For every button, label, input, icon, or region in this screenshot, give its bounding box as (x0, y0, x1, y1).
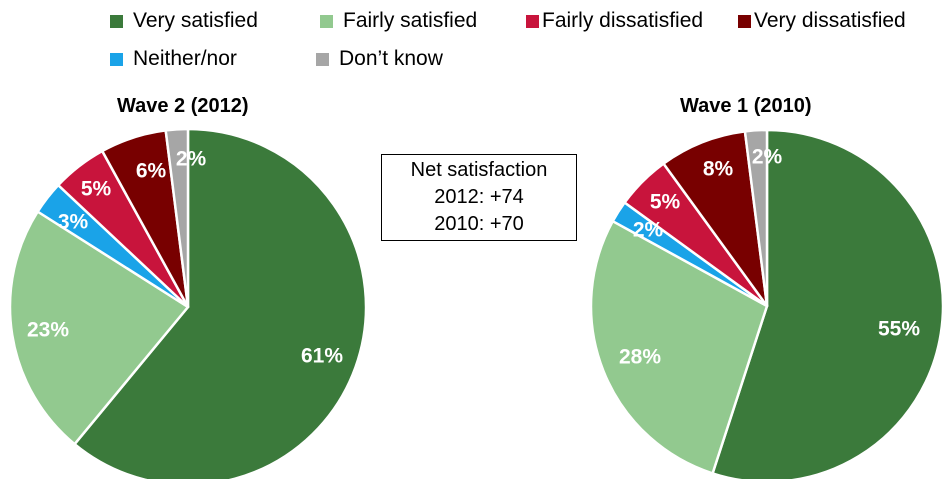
pie-title-wave-1: Wave 1 (2010) (680, 95, 812, 117)
legend-label: Very dissatisfied (754, 9, 906, 32)
legend-label: Very satisfied (133, 9, 258, 32)
pie-slice-label: 55% (878, 318, 920, 341)
legend-swatch (738, 14, 751, 28)
pie-slice-label: 2% (176, 148, 207, 171)
net-satisfaction-title: Net satisfaction (410, 159, 548, 181)
legend-swatch (110, 14, 123, 28)
legend-label: Don’t know (339, 47, 443, 70)
pie-slice-label: 2% (752, 146, 783, 169)
pie-slice-very-dissatisfied (662, 130, 769, 308)
pie-slice-very-satisfied (73, 127, 368, 479)
legend-swatch (320, 14, 333, 28)
pie-slice-don-t-know (743, 128, 769, 308)
pie-chart-wave-1: 55% 28% 2% 5% 8% 2% (589, 128, 945, 479)
legend-item-fairly-satisfied: Fairly satisfied (320, 9, 477, 33)
pie-slice-fairly-satisfied (589, 219, 769, 475)
legend-swatch (526, 14, 539, 28)
pie-slice-don-t-know (164, 127, 190, 309)
pie-slice-label: 2% (633, 219, 664, 242)
pie-chart-wave-2: 61% 23% 3% 5% 6% 2% (8, 127, 368, 479)
legend-label: Fairly dissatisfied (542, 9, 704, 32)
net-satisfaction-box: Net satisfaction 2012: +74 2010: +70 (381, 154, 577, 241)
pie-slice-label: 28% (619, 346, 661, 369)
legend-item-neither-nor: Neither/nor (110, 47, 237, 71)
pie-slice-label: 23% (27, 319, 69, 342)
legend-item-fairly-dissatisfied: Fairly dissatisfied (526, 9, 703, 33)
pie-slice-label: 3% (58, 211, 89, 234)
legend-item-very-dissatisfied: Very dissatisfied (738, 9, 906, 33)
pie-title-wave-2: Wave 2 (2012) (117, 95, 249, 117)
legend-swatch (110, 52, 123, 66)
pie-slice-fairly-satisfied (8, 210, 190, 446)
pie-slice-very-satisfied (711, 128, 945, 479)
net-satisfaction-2010: 2010: +70 (434, 213, 524, 235)
pie-slice-label: 6% (136, 160, 167, 183)
legend-label: Fairly satisfied (343, 9, 478, 32)
legend-item-dont-know: Don’t know (316, 47, 443, 71)
pie-slice-label: 5% (81, 178, 112, 201)
net-satisfaction-2012: 2012: +74 (434, 186, 524, 208)
pie-slice-label: 61% (301, 345, 343, 368)
pie-slice-label: 8% (703, 158, 734, 181)
pie-slice-label: 5% (650, 191, 681, 214)
legend-label: Neither/nor (133, 47, 237, 70)
legend-swatch (316, 52, 329, 66)
legend-item-very-satisfied: Very satisfied (110, 9, 258, 33)
legend: Very satisfied Fairly satisfied Fairly d… (0, 0, 951, 80)
